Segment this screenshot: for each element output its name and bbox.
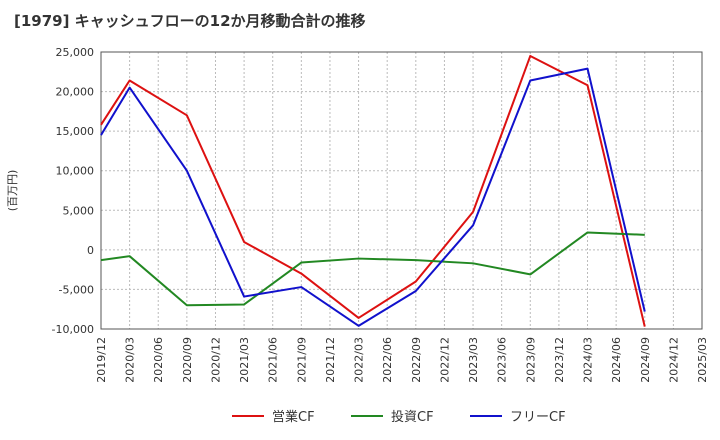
- x-tick-label: 2020/09: [181, 337, 194, 383]
- x-tick-label: 2021/09: [295, 337, 308, 383]
- x-tick-label: 2020/03: [124, 337, 137, 383]
- x-tick-label: 2024/12: [667, 337, 680, 383]
- series-line-投資CF: [100, 231, 645, 307]
- x-tick-label: 2022/03: [353, 337, 366, 383]
- x-tick-label: 2024/03: [582, 337, 595, 383]
- x-tick-label: 2023/06: [496, 337, 509, 383]
- y-tick-label: 20,000: [56, 86, 95, 99]
- y-tick-label: 0: [87, 244, 94, 257]
- series-line-フリーCF: [100, 67, 646, 327]
- legend-label: 投資CF: [391, 409, 434, 425]
- x-tick-label: 2020/12: [209, 337, 222, 383]
- x-tick-label: 2024/06: [610, 337, 623, 383]
- x-tick-label: 2023/09: [524, 337, 537, 383]
- y-axis-label: (百万円): [6, 170, 19, 212]
- plot-border: [100, 51, 703, 330]
- x-tick-label: 2025/03: [696, 337, 709, 383]
- y-tick-label: 25,000: [56, 46, 95, 59]
- series-line-営業CF: [100, 54, 646, 327]
- x-tick-label: 2022/12: [438, 337, 451, 383]
- y-tick-label: -10,000: [52, 323, 94, 336]
- x-tick-label: 2024/09: [639, 337, 652, 383]
- x-tick-label: 2021/12: [324, 337, 337, 383]
- y-tick-label: 5,000: [63, 204, 95, 217]
- x-tick-label: 2021/06: [267, 337, 280, 383]
- x-tick-label: 2020/06: [152, 337, 165, 383]
- chart-title: [1979] キャッシュフローの12か月移動合計の推移: [14, 12, 366, 30]
- y-tick-label: 15,000: [56, 125, 95, 138]
- x-tick-label: 2022/09: [410, 337, 423, 383]
- x-tick-label: 2023/12: [553, 337, 566, 383]
- x-tick-label: 2022/06: [381, 337, 394, 383]
- y-tick-label: 10,000: [56, 165, 95, 178]
- y-tick-label: -5,000: [59, 283, 94, 296]
- legend-label: フリーCF: [510, 410, 566, 425]
- plot-area: [101, 52, 702, 329]
- x-tick-label: 2019/12: [95, 337, 108, 383]
- x-tick-label: 2023/03: [467, 337, 480, 383]
- legend-label: 営業CF: [272, 409, 315, 425]
- x-tick-label: 2021/03: [238, 337, 251, 383]
